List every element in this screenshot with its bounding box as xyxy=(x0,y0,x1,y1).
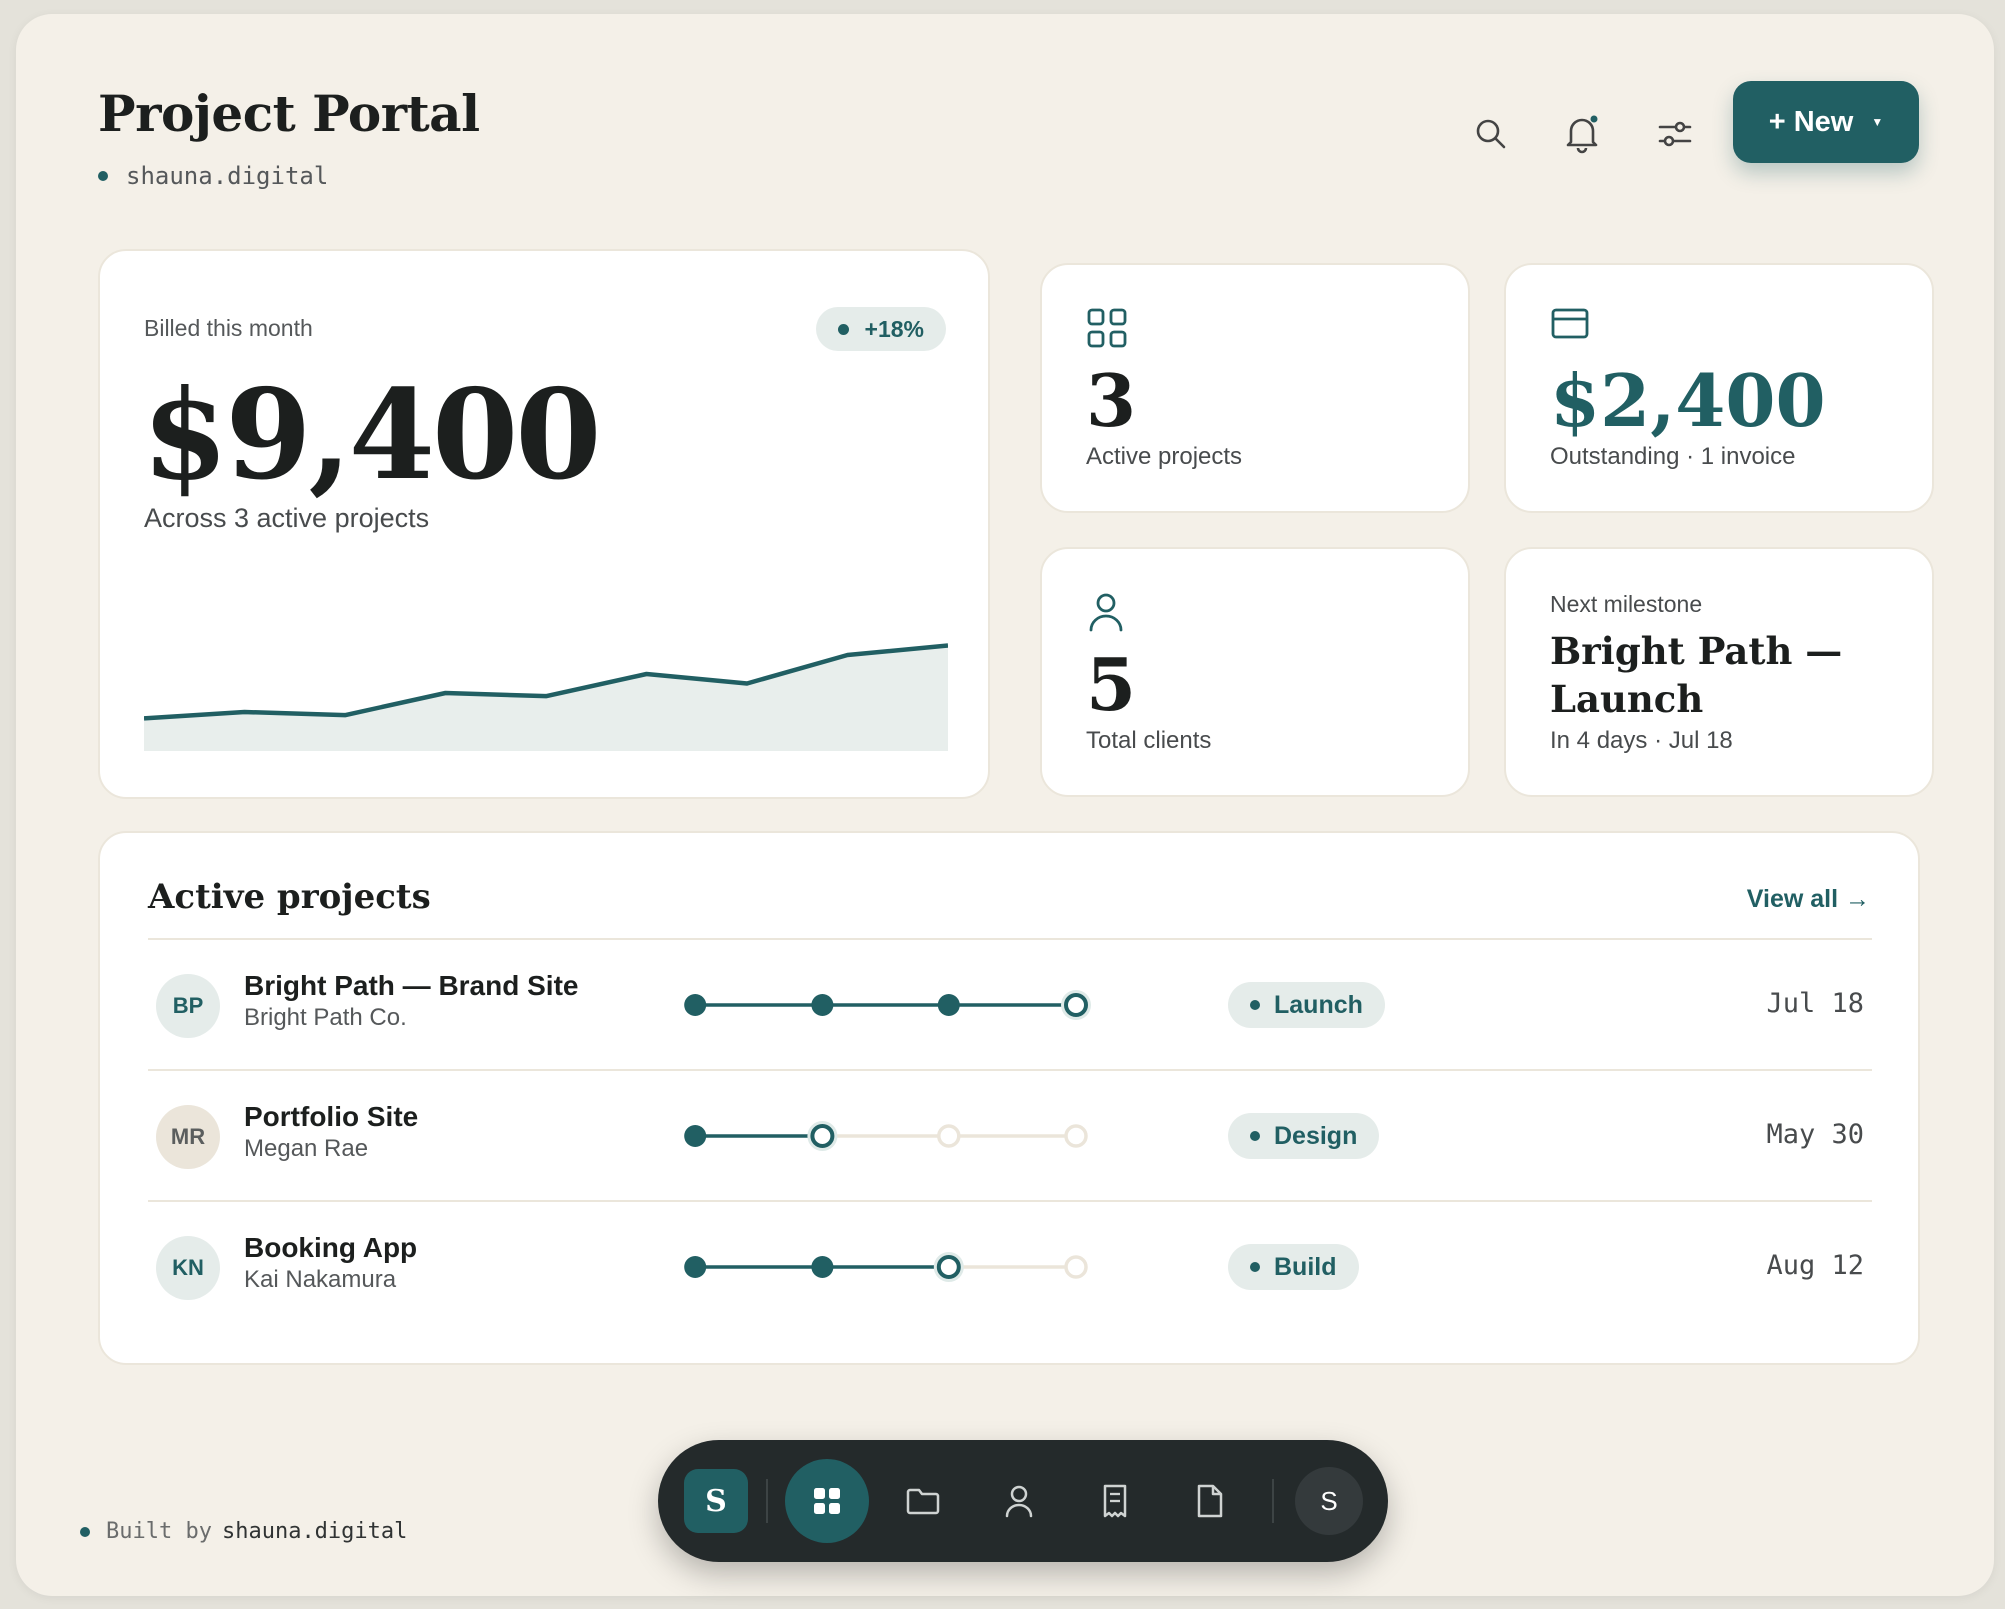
active-projects-caption: Active projects xyxy=(1086,443,1243,470)
outstanding-amount: $2,400 xyxy=(1550,358,1826,443)
status-dot xyxy=(80,1526,90,1537)
project-name: Booking App xyxy=(244,1232,418,1263)
project-name: Portfolio Site xyxy=(244,1101,419,1132)
stage-badge: Design xyxy=(1228,1113,1380,1159)
view-all-link[interactable]: View all → xyxy=(1746,885,1870,913)
milestone-card[interactable]: Next milestone Bright Path — Launch In 4… xyxy=(1504,547,1934,797)
grid-icon xyxy=(1086,307,1128,354)
built-by-text: Built by xyxy=(106,1519,212,1544)
logo-button[interactable]: S xyxy=(684,1469,748,1533)
due-date: May 30 xyxy=(1766,1119,1864,1150)
stage-dot xyxy=(1250,1000,1260,1010)
billed-label: Billed this month xyxy=(144,315,313,341)
folder-icon[interactable] xyxy=(883,1461,963,1541)
step-current xyxy=(1064,993,1088,1017)
project-client: Megan Rae xyxy=(244,1135,369,1162)
clients-card[interactable]: 5 Total clients xyxy=(1040,547,1470,797)
change-badge: +18% xyxy=(815,307,946,351)
billed-amount: $9,400 xyxy=(142,363,602,508)
clients-caption: Total clients xyxy=(1086,727,1212,754)
active-projects-card[interactable]: 3 Active projects xyxy=(1040,263,1470,513)
stage-label: Launch xyxy=(1274,990,1363,1019)
page-title: Project Portal xyxy=(98,84,480,143)
project-name: Bright Path — Brand Site xyxy=(244,970,579,1001)
bottom-dock: S S xyxy=(658,1440,1388,1562)
project-client: Bright Path Co. xyxy=(244,1004,407,1031)
active-projects-panel: Active projects View all → BP Bright Pat… xyxy=(98,831,1920,1365)
step-complete xyxy=(811,1256,834,1278)
stage-badge: Build xyxy=(1228,1244,1359,1290)
billing-trend-chart xyxy=(144,643,948,751)
project-client: Kai Nakamura xyxy=(244,1266,397,1293)
billed-subtext: Across 3 active projects xyxy=(144,503,430,533)
change-dot xyxy=(837,323,849,335)
progress-tracker xyxy=(684,1121,1088,1151)
progress-tracker xyxy=(684,1252,1088,1282)
client-avatar: BP xyxy=(156,974,220,1038)
outstanding-caption: Outstanding · 1 invoice xyxy=(1550,443,1796,470)
client-avatar: MR xyxy=(156,1105,220,1169)
built-by-label: Built by shauna.digital xyxy=(80,1519,407,1544)
new-button[interactable]: + New ▼ xyxy=(1733,81,1919,163)
card-icon xyxy=(1550,307,1590,346)
project-row[interactable]: BP Bright Path — Brand Site Bright Path … xyxy=(148,940,1872,1071)
workspace-name: shauna.digital xyxy=(126,162,329,190)
stage-label: Build xyxy=(1274,1252,1337,1281)
chevron-down-icon: ▼ xyxy=(1871,115,1884,129)
step-complete xyxy=(811,994,834,1016)
due-date: Aug 12 xyxy=(1766,1250,1864,1281)
due-date: Jul 18 xyxy=(1766,988,1864,1019)
dock-divider xyxy=(766,1479,768,1523)
status-dot xyxy=(98,171,108,181)
step-complete xyxy=(684,994,707,1016)
milestone-caption: In 4 days · Jul 18 xyxy=(1550,727,1733,754)
step-current xyxy=(936,1255,961,1279)
dashboard-icon[interactable] xyxy=(785,1459,869,1543)
stage-dot xyxy=(1250,1262,1260,1272)
billed-card: Billed this month +18% $9,400 Across 3 a… xyxy=(98,249,990,799)
step-pending xyxy=(937,1124,961,1148)
step-complete xyxy=(684,1125,707,1147)
step-current xyxy=(810,1124,835,1148)
receipt-icon[interactable] xyxy=(1075,1461,1155,1541)
step-complete xyxy=(684,1256,707,1278)
progress-tracker xyxy=(684,990,1091,1020)
dock-divider xyxy=(1272,1479,1274,1523)
projects-heading: Active projects xyxy=(148,877,431,917)
change-value: +18% xyxy=(864,315,924,342)
stage-label: Design xyxy=(1274,1121,1358,1150)
step-pending xyxy=(1064,1124,1088,1148)
trend-line xyxy=(144,643,948,721)
stage-dot xyxy=(1250,1131,1260,1141)
app-window: Project Portal shauna.digital + New ▼ Bi… xyxy=(16,14,1994,1596)
active-projects-count: 3 xyxy=(1086,358,1137,443)
project-row[interactable]: KN Booking App Kai Nakamura Build Aug 12 xyxy=(148,1202,1872,1332)
new-button-label: + New xyxy=(1768,105,1854,138)
divider xyxy=(148,938,1872,940)
outstanding-card[interactable]: $2,400 Outstanding · 1 invoice xyxy=(1504,263,1934,513)
user-avatar[interactable]: S xyxy=(1295,1467,1363,1535)
document-icon[interactable] xyxy=(1170,1461,1250,1541)
step-pending xyxy=(1064,1255,1088,1279)
divider xyxy=(148,1069,1872,1071)
milestone-label: Next milestone xyxy=(1550,591,1703,617)
clients-count: 5 xyxy=(1086,642,1137,727)
filter-icon[interactable] xyxy=(1655,114,1695,154)
person-icon xyxy=(1086,591,1126,638)
project-row[interactable]: MR Portfolio Site Megan Rae Design May 3… xyxy=(148,1071,1872,1202)
milestone-title: Bright Path — Launch xyxy=(1550,629,1843,721)
workspace-label: shauna.digital xyxy=(98,162,328,190)
bell-icon[interactable] xyxy=(1562,114,1602,154)
divider xyxy=(148,1200,1872,1202)
stage-badge: Launch xyxy=(1228,982,1385,1028)
search-icon[interactable] xyxy=(1471,114,1511,154)
built-by-site[interactable]: shauna.digital xyxy=(221,1519,408,1544)
client-avatar: KN xyxy=(156,1236,220,1300)
person-icon[interactable] xyxy=(979,1461,1059,1541)
step-complete xyxy=(937,994,960,1016)
